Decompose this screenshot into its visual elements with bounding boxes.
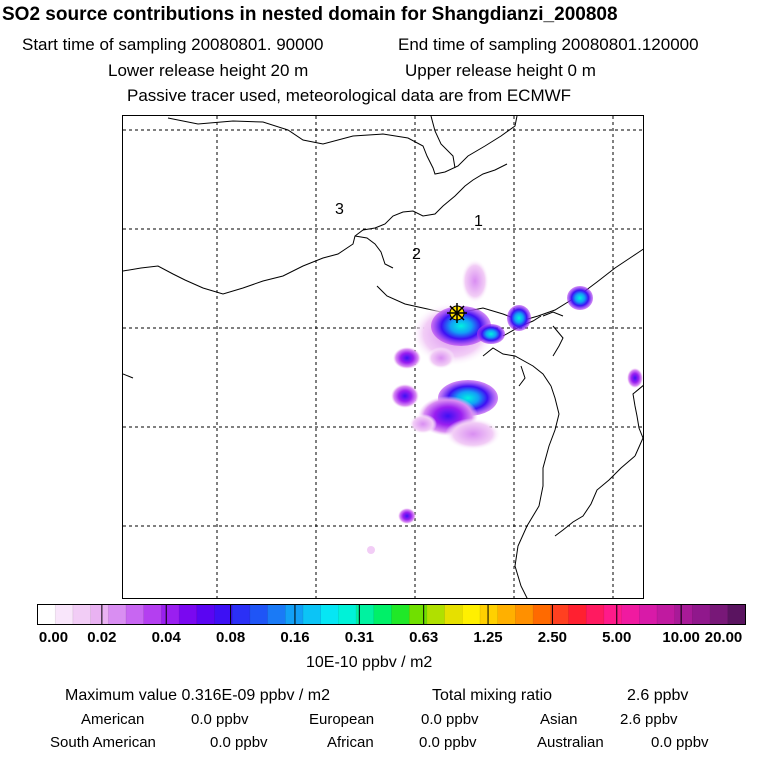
plume-mid xyxy=(427,347,455,369)
colorbar-cell xyxy=(303,604,321,625)
colorbar xyxy=(37,604,746,625)
plume-southwest xyxy=(391,384,419,408)
colorbar-cell xyxy=(267,604,286,625)
colorbar-tick-label: 0.08 xyxy=(215,629,246,646)
colorbar-cell xyxy=(356,604,375,625)
colorbar-cell xyxy=(143,604,162,625)
plume-speck xyxy=(367,546,375,554)
colorbar-cell xyxy=(462,604,481,625)
total-mixing-label: Total mixing ratio xyxy=(432,687,553,704)
region-value: 0.0 ppbv xyxy=(421,711,479,728)
start-time: Start time of sampling 20080801. 90000 xyxy=(22,35,324,54)
plume-coast xyxy=(507,305,531,331)
colorbar-tick-label: 10.00 xyxy=(662,629,700,646)
region-value: 2.6 ppbv xyxy=(620,711,678,728)
region-name: Australian xyxy=(537,734,604,751)
colorbar-cell xyxy=(126,604,144,625)
colorbar-cell xyxy=(497,604,516,625)
colorbar-tick-label: 0.63 xyxy=(409,629,439,646)
lower-release-height: Lower release height 20 m xyxy=(108,61,309,80)
colorbar-tick-label: 2.50 xyxy=(537,629,568,646)
colorbar-cell xyxy=(568,604,587,625)
colorbar-cell xyxy=(692,604,711,625)
region-label-3: 3 xyxy=(335,201,344,218)
colorbar-tick-label: 1.25 xyxy=(473,629,503,646)
max-value: Maximum value 0.316E-09 ppbv / m2 xyxy=(65,687,331,704)
plume-south-west-tail xyxy=(409,414,437,434)
colorbar-tick-label: 0.02 xyxy=(87,629,117,646)
colorbar-tick-label: 0.04 xyxy=(151,629,181,646)
plume-west xyxy=(393,347,421,369)
colorbar-cell xyxy=(373,604,392,625)
plume-north xyxy=(461,259,489,303)
colorbar-cell xyxy=(179,604,198,625)
plume-core-east xyxy=(477,324,505,344)
tracer-note: Passive tracer used, meteorological data… xyxy=(127,86,572,105)
colorbar-cell xyxy=(550,604,569,625)
region-value: 0.0 ppbv xyxy=(419,734,477,751)
colorbar-cell xyxy=(409,604,428,625)
colorbar-cell xyxy=(426,604,445,625)
colorbar-cell xyxy=(285,604,304,625)
colorbar-tick-label: 0.16 xyxy=(280,629,310,646)
receptor-marker xyxy=(447,303,467,323)
colorbar-cell xyxy=(674,604,693,625)
region-label-2: 2 xyxy=(412,246,421,263)
colorbar-unit: 10E-10 ppbv / m2 xyxy=(306,654,433,671)
plume-far-east xyxy=(627,368,643,388)
colorbar-cell xyxy=(55,604,74,625)
colorbar-cell xyxy=(657,604,675,625)
map-svg: 3 2 1 xyxy=(123,116,643,598)
colorbar-tick-label: 20.00 xyxy=(704,629,743,646)
upper-release-height: Upper release height 0 m xyxy=(405,61,596,80)
colorbar-cell xyxy=(320,604,339,625)
colorbar-cell xyxy=(586,604,605,625)
colorbar-cell xyxy=(639,604,658,625)
region-value: 0.0 ppbv xyxy=(191,711,249,728)
end-time: End time of sampling 20080801.120000 xyxy=(398,35,699,54)
colorbar-cell xyxy=(391,604,410,625)
colorbar-cell xyxy=(232,604,251,625)
colorbar-tick-label: 0.00 xyxy=(38,629,69,646)
region-name: American xyxy=(81,711,145,728)
coastlines xyxy=(123,116,643,598)
colorbar-cell xyxy=(108,604,127,625)
plume-core xyxy=(431,306,491,346)
grid-lines xyxy=(123,116,643,598)
colorbar-tick-label: 5.00 xyxy=(602,629,632,646)
plume-isolated-south xyxy=(398,508,416,524)
concentration-field xyxy=(367,259,643,554)
region-value: 0.0 ppbv xyxy=(651,734,709,751)
colorbar-cell xyxy=(161,604,180,625)
colorbar-cell xyxy=(338,604,357,625)
colorbar-cell xyxy=(710,604,729,625)
colorbar-cell xyxy=(533,604,552,625)
plume-northeast xyxy=(567,286,593,310)
colorbar-cell xyxy=(727,604,746,625)
region-value: 0.0 ppbv xyxy=(210,734,268,751)
colorbar-cell xyxy=(480,604,498,625)
region-label-1: 1 xyxy=(474,213,483,230)
region-name: African xyxy=(327,734,374,751)
colorbar-cell xyxy=(621,604,640,625)
colorbar-cell xyxy=(603,604,622,625)
colorbar-cell xyxy=(249,604,268,625)
colorbar-cell xyxy=(72,604,91,625)
colorbar-cell xyxy=(90,604,109,625)
region-name: South American xyxy=(50,734,156,751)
map-panel: 3 2 1 xyxy=(122,115,644,599)
plume-south-tail xyxy=(445,418,501,450)
colorbar-cell xyxy=(515,604,534,625)
colorbar-cell xyxy=(214,604,233,625)
colorbar-cell xyxy=(37,604,56,625)
region-name: Asian xyxy=(540,711,578,728)
colorbar-tick-label: 0.31 xyxy=(344,629,374,646)
colorbar-cell xyxy=(196,604,215,625)
region-name: European xyxy=(309,711,375,728)
colorbar-cell xyxy=(444,604,463,625)
total-mixing-value: 2.6 ppbv xyxy=(627,687,689,704)
chart-title: SO2 source contributions in nested domai… xyxy=(2,4,618,25)
